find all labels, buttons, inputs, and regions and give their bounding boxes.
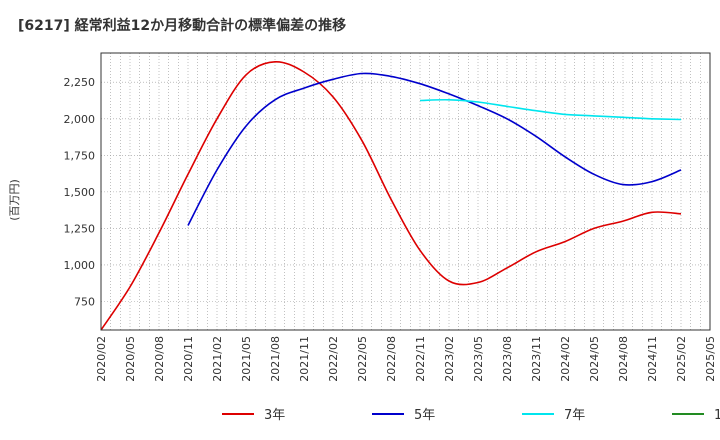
x-tick-label: 2020/05 <box>124 336 137 382</box>
y-axis-label: (百万円) <box>8 179 21 221</box>
x-tick-label: 2024/08 <box>617 336 630 382</box>
chart-title: [6217] 経常利益12か月移動合計の標準偏差の推移 <box>18 17 346 34</box>
y-tick-label: 1,250 <box>64 222 96 235</box>
x-tick-label: 2022/08 <box>385 336 398 382</box>
x-tick-label: 2022/11 <box>414 336 427 382</box>
series-line-2 <box>187 72 682 226</box>
x-tick-label: 2022/02 <box>327 336 340 382</box>
y-axis: 750 1,000 1,250 1,500 1,750 2,000 2,250 <box>64 76 96 308</box>
y-tick-label: 1,000 <box>64 259 96 272</box>
y-tick-label: 2,250 <box>64 76 96 89</box>
x-tick-label: 2023/02 <box>443 336 456 382</box>
legend-label: 5年 <box>414 408 435 423</box>
grid <box>101 53 710 330</box>
series-line-3 <box>419 98 682 121</box>
x-tick-label: 2023/05 <box>472 336 485 382</box>
x-tick-label: 2020/11 <box>182 336 195 382</box>
y-tick-label: 750 <box>74 295 95 308</box>
x-tick-label: 2024/11 <box>646 336 659 382</box>
plot-frame <box>100 52 711 331</box>
legend-label: 10年 <box>714 408 720 423</box>
x-tick-label: 2021/08 <box>269 336 282 382</box>
x-tick-label: 2024/05 <box>588 336 601 382</box>
x-tick-label: 2021/11 <box>298 336 311 382</box>
x-tick-label: 2025/02 <box>675 336 688 382</box>
x-tick-label: 2023/08 <box>501 336 514 382</box>
plot-lines <box>100 60 682 331</box>
legend-label: 3年 <box>264 408 285 423</box>
x-tick-label: 2021/02 <box>211 336 224 382</box>
y-tick-label: 2,000 <box>64 113 96 126</box>
legend-label: 7年 <box>564 408 585 423</box>
x-tick-label: 2023/11 <box>530 336 543 382</box>
x-tick-label: 2025/05 <box>704 336 717 382</box>
y-tick-label: 1,750 <box>64 149 96 162</box>
x-tick-label: 2020/08 <box>153 336 166 382</box>
y-tick-label: 1,500 <box>64 186 96 199</box>
legend: 3年 5年 7年 10年 <box>222 408 720 423</box>
series-line-1 <box>100 60 682 331</box>
x-axis: 2020/02 2020/05 2020/08 2020/11 2021/02 2021/… <box>95 336 717 382</box>
x-tick-label: 2020/02 <box>95 336 108 382</box>
x-tick-label: 2022/05 <box>356 336 369 382</box>
x-tick-label: 2024/02 <box>559 336 572 382</box>
x-tick-label: 2021/05 <box>240 336 253 382</box>
